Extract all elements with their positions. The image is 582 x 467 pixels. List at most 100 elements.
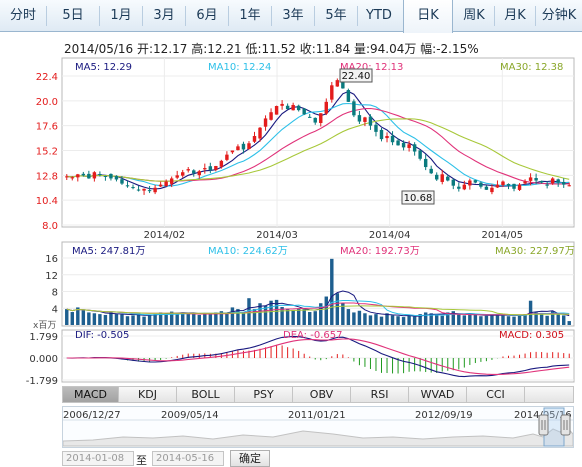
from-date-field[interactable]: 2014-01-08 [62, 451, 134, 466]
candle-body [501, 181, 505, 186]
stock-chart[interactable]: 22.420.017.615.212.810.48.0 2014/02 2014/… [0, 0, 582, 386]
tab-5-year[interactable]: 5年 [325, 8, 347, 23]
volume-bar [125, 316, 130, 325]
candle-body [479, 182, 483, 187]
candle-body [214, 166, 218, 170]
candle-body [506, 183, 511, 186]
candle-body [412, 144, 417, 152]
volume-bar [501, 315, 505, 325]
volume-bar [429, 313, 433, 325]
candle-body [285, 105, 290, 110]
volume-bar [136, 313, 141, 325]
volume-bar [285, 309, 290, 325]
indicator-tab-rsi[interactable]: RSI [351, 387, 409, 402]
date-range-navigator[interactable]: 2006/12/27 2009/05/14 2011/01/21 2012/09… [62, 406, 574, 448]
candle-body [81, 173, 86, 176]
volume-bar [65, 309, 69, 325]
tab-ytd[interactable]: YTD [366, 8, 392, 23]
candle-body [109, 173, 113, 179]
candle-body [125, 185, 130, 187]
tab-1-month[interactable]: 1月 [110, 8, 132, 23]
volume-bar [158, 312, 163, 325]
volume-bar [280, 306, 284, 325]
tab-6-month[interactable]: 6月 [196, 8, 218, 23]
tab-minute-k[interactable]: 分钟K [541, 8, 577, 23]
to-date-field[interactable]: 2014-05-16 [152, 451, 224, 466]
volume-label: 量: [353, 42, 370, 56]
candle-body [142, 188, 146, 191]
candle-body [158, 184, 163, 187]
candle-body [296, 105, 301, 111]
volume-bar [87, 312, 91, 325]
volume-bar [407, 315, 411, 325]
price-tick-label: 22.4 [36, 72, 58, 83]
tab-5-day[interactable]: 5日 [62, 8, 84, 23]
tab-1-year[interactable]: 1年 [239, 8, 261, 23]
volume-bar [346, 309, 351, 325]
candle-body [407, 144, 411, 148]
confirm-button[interactable]: 确定 [230, 450, 270, 467]
date-axis: 2014/02 2014/03 2014/04 2014/05 [144, 58, 523, 241]
volume-bar [98, 314, 102, 325]
volume-bar [302, 309, 306, 325]
indicator-tab-cci[interactable]: CCI [467, 387, 525, 402]
tab-divider [535, 6, 536, 26]
moving-average-lines [66, 90, 570, 190]
low-value: 11.52 [261, 42, 296, 56]
candle-body [181, 172, 185, 176]
candle-body [352, 101, 356, 116]
indicator-tab-boll[interactable]: BOLL [177, 387, 235, 402]
close-label: 收: [299, 42, 316, 56]
tab-divider [185, 6, 186, 26]
volume-bar [539, 314, 544, 325]
volume-bar [142, 316, 146, 325]
date-tick-label: 2014/02 [144, 230, 186, 241]
candle-body [247, 143, 251, 150]
tab-divider [494, 6, 495, 26]
tab-divider [142, 6, 143, 26]
volume-bar [181, 312, 185, 325]
volume-bar [236, 309, 240, 325]
tab-divider [314, 6, 315, 26]
candle-body [495, 184, 500, 188]
volume-bar [534, 312, 538, 325]
change-value: -2.15% [436, 42, 479, 56]
range-handle-left[interactable] [538, 414, 549, 436]
volume-bar [523, 314, 527, 325]
candle-body [280, 103, 284, 106]
indicator-tab-obv[interactable]: OBV [293, 387, 351, 402]
volume-bar [319, 303, 323, 325]
volume-bar [81, 310, 86, 325]
range-handle-right[interactable] [560, 414, 571, 436]
tab-divider [357, 6, 358, 26]
candle-body [512, 183, 516, 189]
candle-body [131, 187, 135, 189]
volume-bar [197, 314, 201, 325]
price-tick-label: 8.0 [42, 221, 58, 232]
candle-body [341, 78, 345, 89]
tab-3-year[interactable]: 3年 [282, 8, 304, 23]
indicator-tab-kdj[interactable]: KDJ [119, 387, 177, 402]
macd-legend: MACD: 0.305 [499, 330, 564, 341]
candle-body [291, 104, 295, 111]
tab-weekly-k[interactable]: 周K [463, 8, 485, 23]
volume-tick-label: 8 [52, 288, 58, 299]
tab-daily-k[interactable]: 日K [403, 0, 453, 33]
candle-body [484, 186, 489, 190]
indicator-tab-wvad[interactable]: WVAD [409, 387, 467, 402]
candle-body [153, 187, 157, 193]
tab-intraday[interactable]: 分时 [9, 8, 36, 23]
high-label: 高: [191, 42, 208, 56]
volume-unit-label: x百万 [33, 320, 56, 331]
quote-info-line: 2014/05/16 开:12.17 高:12.21 低:11.52 收:11.… [64, 40, 479, 57]
tab-3-month[interactable]: 3月 [153, 8, 175, 23]
tab-monthly-k[interactable]: 月K [504, 8, 526, 23]
volume-bar [468, 314, 472, 325]
volume-bar [556, 314, 560, 325]
indicator-tab-macd[interactable]: MACD [63, 387, 119, 402]
indicator-tab-psy[interactable]: PSY [235, 387, 293, 402]
volume-bar [313, 311, 317, 325]
candle-body [302, 108, 306, 115]
volume-ma30-line [66, 305, 570, 316]
volume-bar [258, 303, 262, 325]
